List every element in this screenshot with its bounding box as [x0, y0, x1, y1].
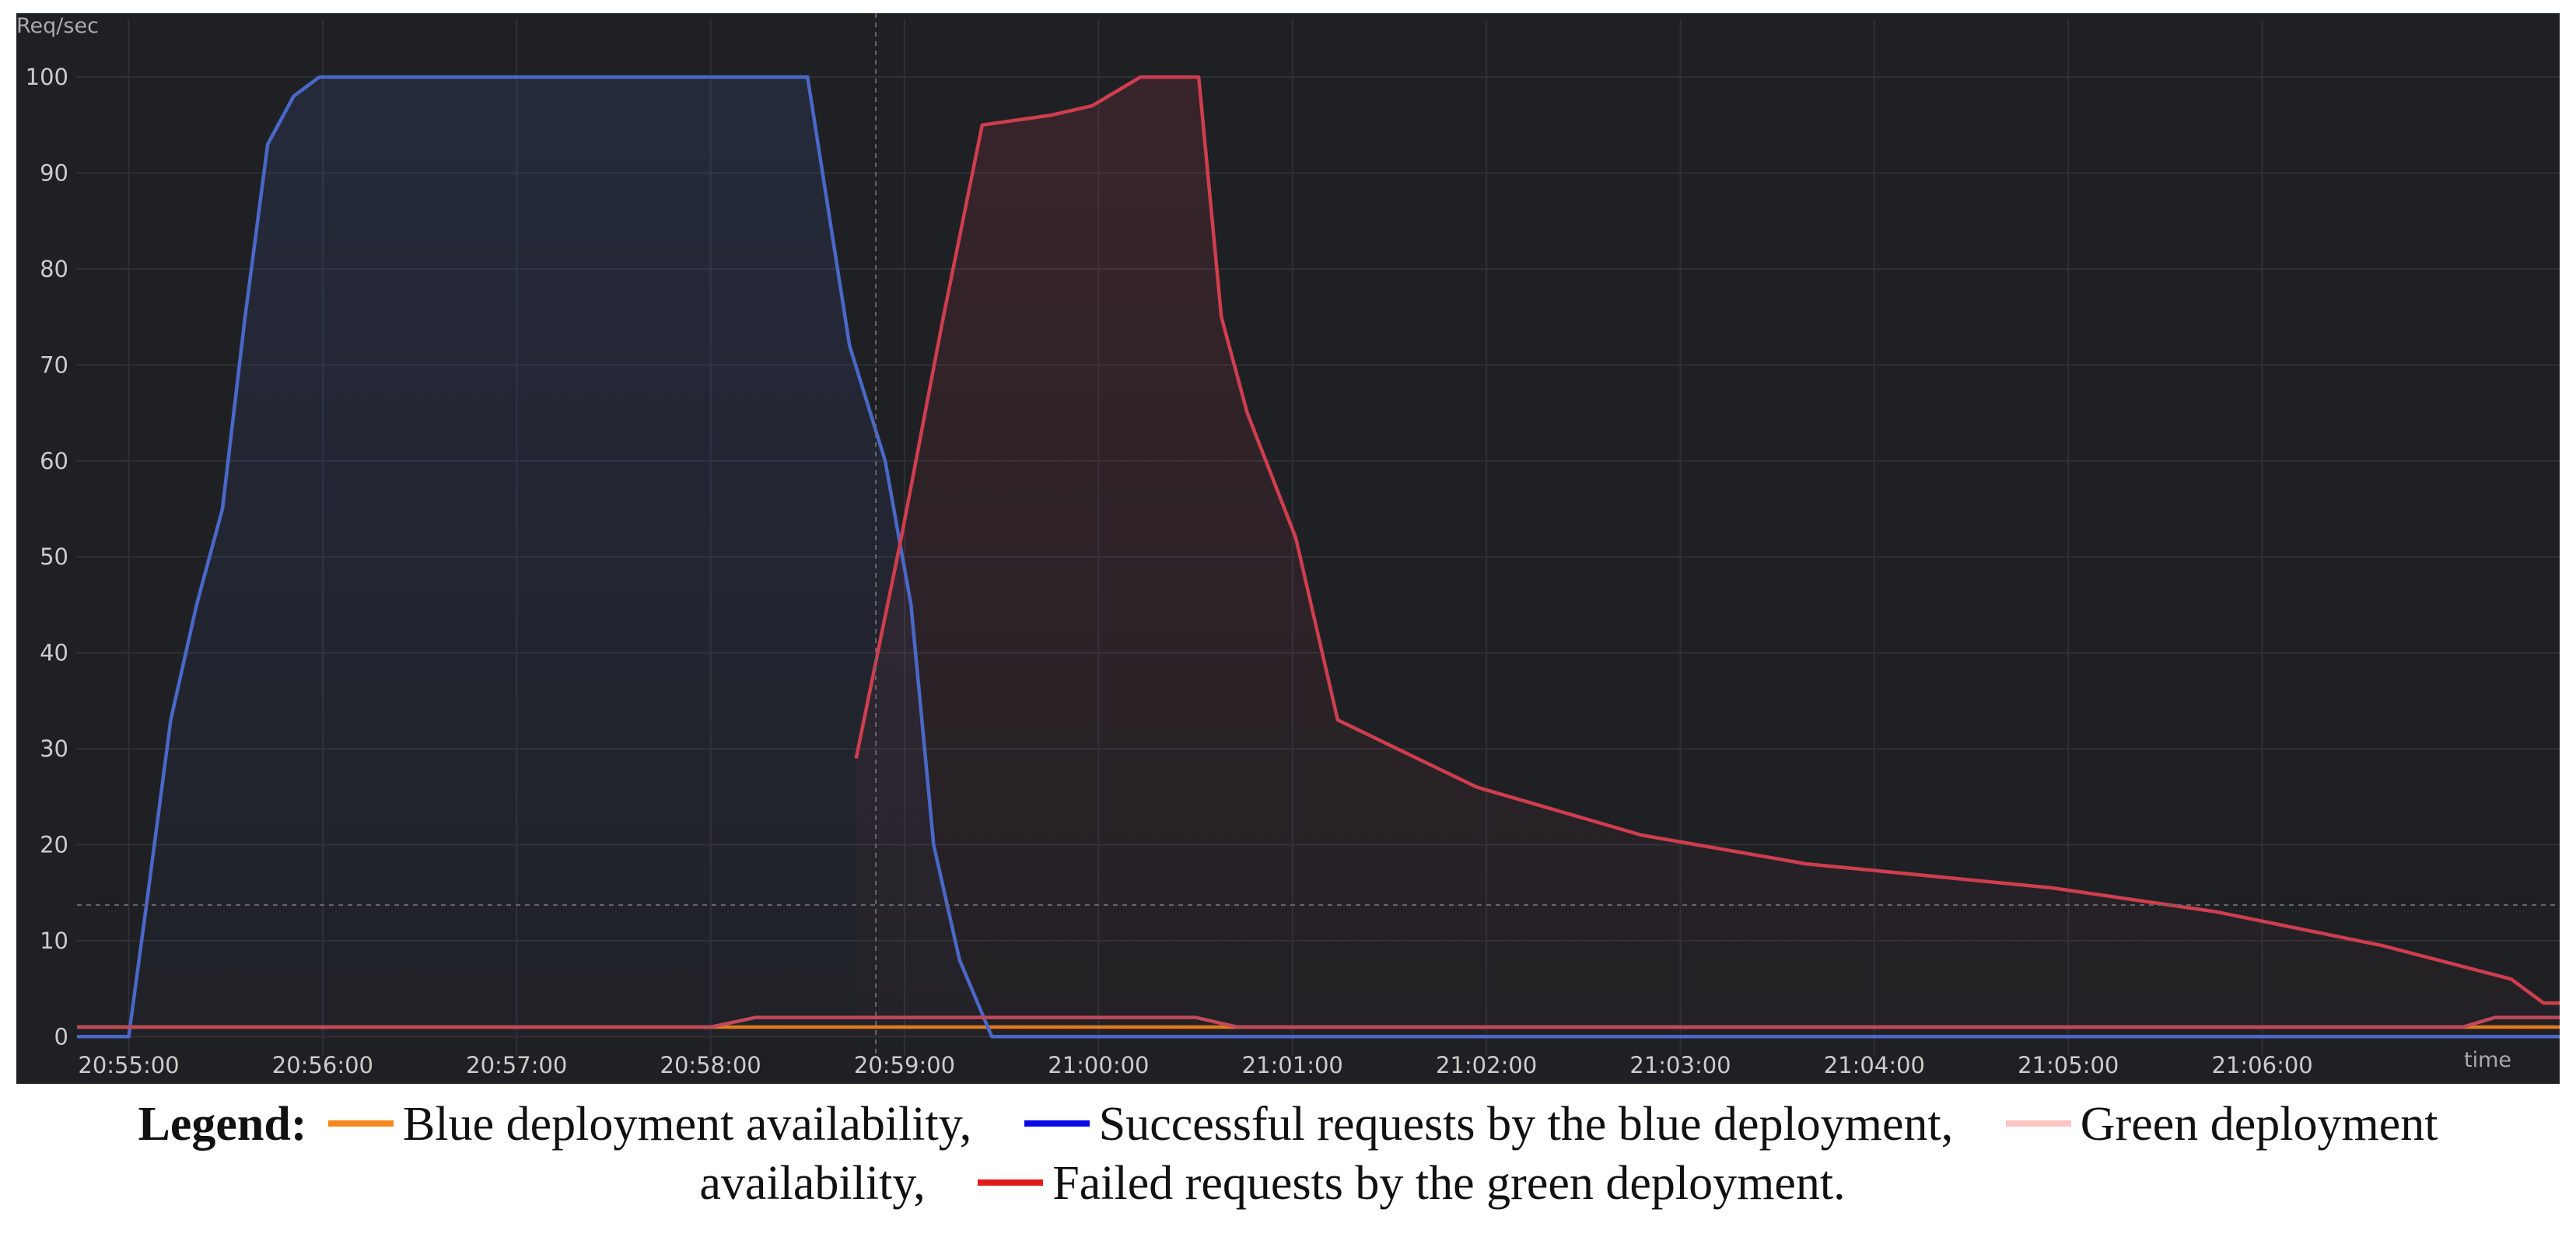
x-tick-label: 21:02:00 [1436, 1052, 1537, 1078]
x-tick-label: 21:00:00 [1048, 1052, 1149, 1078]
x-tick-label: 20:58:00 [660, 1052, 761, 1078]
x-tick-label: 20:56:00 [272, 1052, 373, 1078]
legend-swatch [328, 1120, 394, 1127]
x-tick-label: 20:59:00 [854, 1052, 955, 1078]
legend-item: Green deployment availability, [699, 1098, 2438, 1210]
legend-item: Blue deployment availability, [319, 1098, 971, 1151]
legend-item: Successful requests by the blue deployme… [1015, 1098, 1954, 1151]
y-tick-label: 30 [40, 736, 68, 762]
x-axis-label: time [2464, 1048, 2511, 1072]
legend-swatch [1024, 1120, 1090, 1127]
y-tick-label: 0 [54, 1023, 68, 1050]
legend-item: Failed requests by the green deployment. [968, 1157, 1846, 1210]
y-axis-label: Req/sec [16, 14, 99, 38]
x-tick-label: 20:57:00 [466, 1052, 567, 1078]
legend-swatch [2005, 1120, 2071, 1127]
legend-label: Failed requests by the green deployment. [1052, 1157, 1846, 1210]
x-tick-label: 21:06:00 [2212, 1052, 2313, 1078]
legend: Legend: Blue deployment availability, Su… [62, 1095, 2514, 1213]
chart: Req/sec time 0 10 20 30 40 50 60 70 80 90 100 20:55… [16, 13, 2560, 1084]
legend-label: Blue deployment availability, [403, 1098, 972, 1151]
series-line [854, 75, 2560, 1005]
legend-title: Legend: [138, 1098, 307, 1151]
x-tick-label: 21:01:00 [1242, 1052, 1343, 1078]
y-tick-label: 70 [40, 351, 68, 378]
x-tick-label: 20:55:00 [78, 1052, 179, 1078]
y-tick-label: 40 [40, 640, 68, 666]
y-tick-label: 100 [26, 64, 68, 90]
legend-label: Successful requests by the blue deployme… [1098, 1098, 1954, 1151]
legend-label: Green deployment availability, [699, 1098, 2438, 1210]
series-area [856, 77, 2560, 1037]
y-tick-label: 10 [40, 928, 68, 954]
y-tick-label: 60 [40, 448, 68, 474]
x-tick-label: 21:04:00 [1824, 1052, 1925, 1078]
legend-swatch [978, 1179, 1044, 1186]
x-tick-label: 21:03:00 [1629, 1052, 1731, 1078]
series-line [77, 1015, 2560, 1029]
y-tick-label: 20 [40, 831, 68, 858]
x-tick-label: 21:05:00 [2018, 1052, 2119, 1078]
y-tick-label: 90 [40, 159, 68, 186]
y-tick-label: 50 [40, 543, 68, 570]
y-tick-label: 80 [40, 256, 68, 282]
series-line [77, 75, 2560, 1039]
series-area [77, 77, 2560, 1037]
